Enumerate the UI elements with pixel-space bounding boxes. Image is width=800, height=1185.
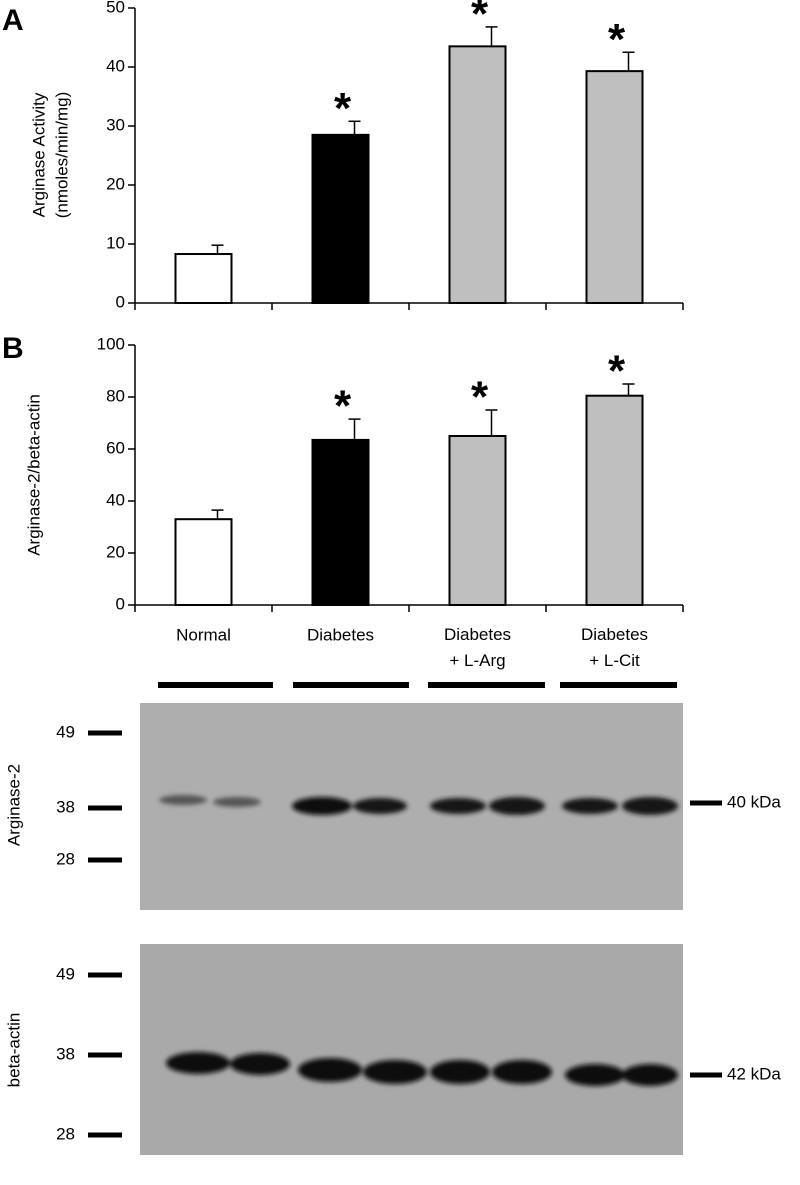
marker-label: 49 [56,722,75,741]
y-axis-label: (nmoles/min/mg) [52,92,71,219]
significance-marker: * [608,15,626,64]
x-tick-label: Diabetes + L-Arg [444,625,511,670]
band-label: 40 kDa [727,792,781,811]
y-tick-label: 50 [106,0,125,16]
bar [174,518,233,607]
significance-marker: * [608,347,626,396]
y-tick-label: 0 [116,292,125,311]
significance-marker: * [334,84,352,133]
x-tick-label: Diabetes [307,625,374,644]
significance-marker: * [471,0,489,39]
marker-label: 28 [56,849,75,868]
bar [448,435,507,606]
y-tick-label: 100 [97,334,125,353]
blot-label: Arginase-2 [4,764,23,846]
y-tick-label: 20 [106,542,125,561]
bar [311,133,370,304]
significance-marker: * [471,373,489,422]
bar [585,70,644,304]
bar [448,45,507,304]
y-tick-label: 30 [106,115,125,134]
y-tick-label: 80 [106,386,125,405]
panel-label: A [2,4,24,37]
band-label: 42 kDa [727,1064,781,1083]
bar [174,253,233,304]
y-axis-label: Arginase Activity [29,92,48,217]
marker-label: 38 [56,797,75,816]
marker-label: 38 [56,1044,75,1063]
bar [311,438,370,606]
y-tick-label: 0 [116,594,125,613]
x-tick-label: Normal [176,625,231,644]
marker-label: 49 [56,964,75,983]
blot-label: beta-actin [4,1013,23,1088]
y-tick-label: 60 [106,438,125,457]
marker-label: 28 [56,1124,75,1143]
blot-image [140,703,683,910]
y-tick-label: 40 [106,56,125,75]
bar [585,394,644,607]
significance-marker: * [334,382,352,431]
panel-label: B [2,332,24,365]
y-tick-label: 10 [106,233,125,252]
y-tick-label: 40 [106,490,125,509]
x-tick-label: Diabetes + L-Cit [581,625,648,670]
y-tick-label: 20 [106,174,125,193]
blot-image [140,944,683,1155]
y-axis-label: Arginase-2/beta-actin [24,394,43,556]
